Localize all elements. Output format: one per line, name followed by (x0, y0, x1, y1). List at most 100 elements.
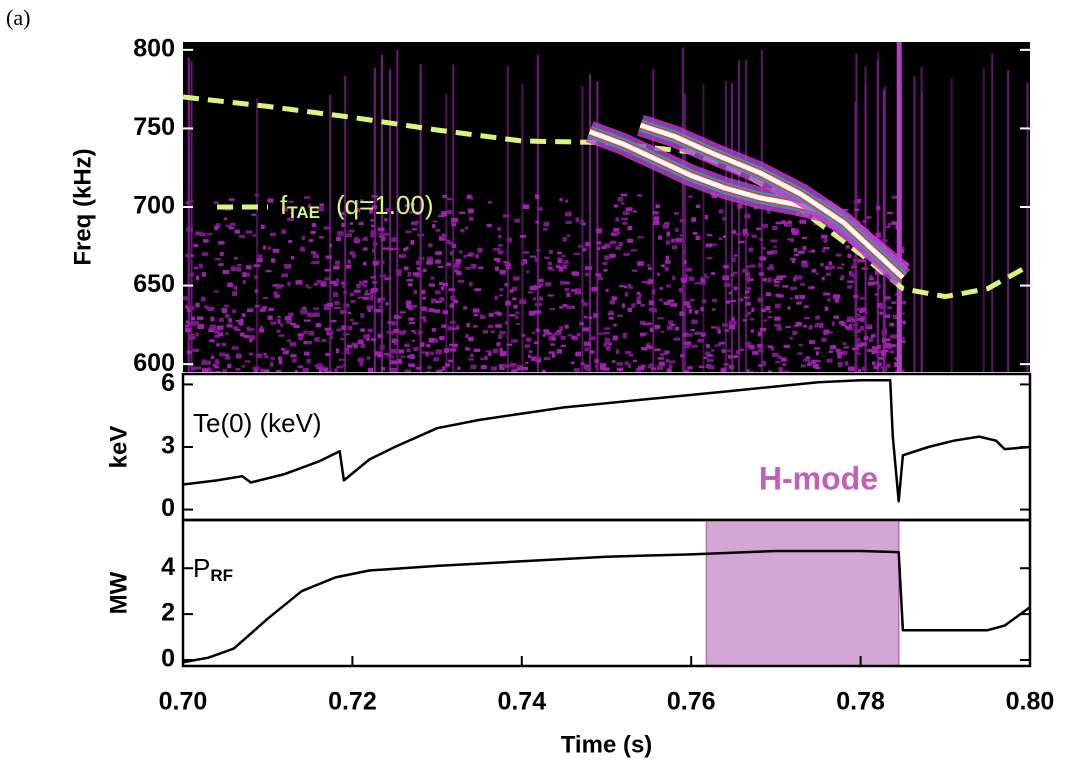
spectrogram-texture (254, 289, 259, 293)
x-tick-label: 0.70 (159, 688, 208, 716)
spectrogram-texture (188, 333, 195, 339)
spectrogram-texture (515, 322, 520, 326)
spectrogram-texture (702, 83, 705, 372)
spectrogram-texture (630, 249, 638, 252)
spectrogram-texture (580, 299, 585, 303)
spectrogram-texture (442, 194, 448, 199)
spectrogram-texture (877, 344, 881, 350)
spectrogram-texture (223, 304, 229, 307)
spectrogram-texture (503, 214, 510, 218)
spectrogram-texture (783, 221, 788, 227)
spectrogram-texture (221, 342, 227, 346)
spectrogram-texture (576, 333, 581, 337)
spectrogram-texture (349, 222, 354, 225)
spectrogram-texture (451, 223, 457, 227)
spectrogram-texture (419, 64, 422, 372)
spectrogram-texture (437, 265, 444, 269)
spectrogram-texture (687, 366, 693, 370)
spectrogram-texture (843, 350, 848, 354)
spectrogram-texture (859, 325, 864, 331)
spectrogram-texture (209, 324, 217, 329)
spectrogram-texture (438, 215, 445, 218)
spectrogram-texture (447, 209, 453, 214)
spectrogram-texture (789, 337, 794, 340)
spectrogram-texture (877, 284, 881, 289)
spectrogram-texture (185, 253, 191, 258)
spectrogram-texture (623, 253, 630, 256)
spectrogram-texture (264, 369, 270, 372)
spectrogram-texture (662, 224, 669, 229)
spectrogram-texture (297, 333, 304, 337)
spectrogram-texture (366, 356, 371, 360)
spectrogram-texture (207, 306, 215, 312)
spectrogram-texture (638, 293, 642, 298)
spectrogram-texture (246, 326, 250, 332)
y-tick-label: 2 (161, 599, 175, 627)
spectrogram-texture (613, 323, 617, 327)
spectrogram-texture (396, 271, 402, 277)
spectrogram-texture (534, 302, 542, 307)
spectrogram-texture (684, 370, 690, 372)
spectrogram-texture (307, 340, 312, 345)
spectrogram-texture (589, 336, 596, 341)
spectrogram-texture (449, 321, 456, 324)
y-tick-label: 750 (133, 113, 175, 141)
spectrogram-texture (805, 356, 811, 359)
spectrogram-texture (610, 232, 618, 236)
spectrogram-texture (323, 305, 331, 310)
spectrogram-texture (711, 194, 718, 199)
spectrogram-texture (654, 324, 661, 329)
spectrogram-texture (852, 258, 860, 263)
mode-trace (639, 122, 905, 280)
spectrogram-texture (198, 263, 203, 269)
spectrogram-texture (269, 232, 276, 237)
spectrogram-texture (722, 235, 727, 239)
spectrogram-texture (246, 308, 254, 313)
spectrogram-texture (562, 261, 569, 264)
spectrogram-texture (370, 200, 376, 204)
spectrogram-texture (767, 250, 774, 255)
spectrogram-texture (356, 283, 361, 289)
spectrogram-texture (260, 368, 265, 372)
spectrogram-texture (482, 315, 486, 319)
spectrogram-texture (733, 286, 738, 291)
spectrogram-texture (745, 59, 748, 372)
spectrogram-texture (202, 360, 210, 365)
spectrogram-texture (554, 371, 559, 372)
spectrogram-texture (448, 241, 453, 245)
spectrogram-texture (254, 369, 258, 372)
spectrogram-texture (627, 225, 633, 231)
spectrogram-texture (412, 272, 420, 276)
spectrogram-texture (239, 235, 246, 239)
spectrogram-texture (538, 296, 543, 301)
spectrogram-texture (408, 321, 416, 325)
spectrogram-texture (195, 332, 199, 337)
spectrogram-texture (598, 276, 604, 281)
spectrogram-texture (807, 361, 814, 365)
spectrogram-texture (245, 265, 252, 270)
spectrogram-texture (344, 76, 347, 372)
spectrogram-texture (556, 251, 562, 255)
spectrogram-texture (641, 364, 646, 368)
spectrogram-texture (362, 261, 367, 266)
spectrogram-texture (551, 353, 556, 358)
spectrogram-texture (750, 370, 754, 372)
spectrogram-texture (330, 336, 334, 339)
spectrogram-texture (815, 351, 819, 356)
spectrogram-texture (705, 243, 713, 248)
spectrogram-texture (696, 204, 700, 209)
spectrogram-texture (846, 316, 854, 321)
spectrogram-texture (470, 364, 477, 370)
spectrogram-texture (789, 237, 794, 243)
spectrogram-texture (728, 320, 735, 325)
spectrogram-texture (329, 243, 333, 248)
spectrogram-texture (455, 325, 460, 330)
spectrogram-texture (771, 250, 778, 255)
spectrogram-texture (790, 286, 798, 290)
spectrogram-texture (567, 234, 571, 237)
spectrogram-texture (570, 361, 575, 365)
spectrogram-texture (823, 332, 827, 336)
spectrogram-texture (668, 320, 673, 325)
spectrogram-texture (585, 241, 591, 247)
